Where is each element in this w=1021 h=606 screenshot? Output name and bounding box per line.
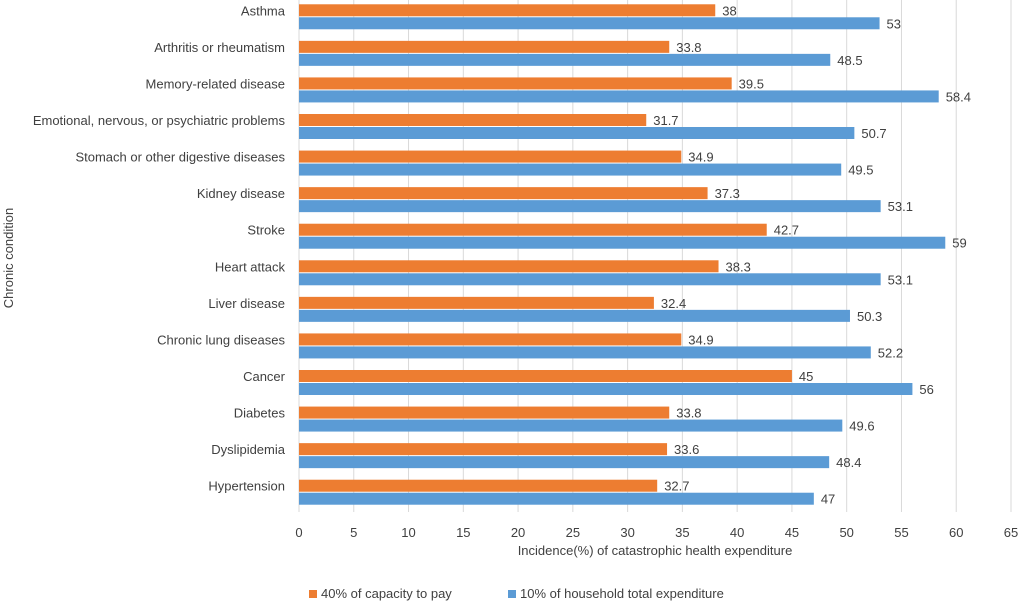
x-tick-label: 5 bbox=[350, 525, 357, 540]
data-label: 34.9 bbox=[688, 332, 713, 347]
x-tick-label: 50 bbox=[839, 525, 853, 540]
legend-label: 40% of capacity to pay bbox=[321, 586, 452, 601]
data-label: 50.3 bbox=[857, 309, 882, 324]
data-label: 58.4 bbox=[946, 89, 971, 104]
bar bbox=[299, 150, 682, 163]
data-label: 37.3 bbox=[715, 186, 740, 201]
category-labels: Asthma Arthritis or rheumatism Memory-rela… bbox=[33, 3, 286, 493]
bar bbox=[299, 260, 719, 273]
category-label: Hypertension bbox=[208, 479, 285, 494]
x-tick-label: 20 bbox=[511, 525, 525, 540]
bar bbox=[299, 236, 946, 249]
data-label: 59 bbox=[952, 236, 966, 251]
x-tick-label: 65 bbox=[1004, 525, 1018, 540]
data-label: 48.4 bbox=[836, 455, 861, 470]
category-label: Cancer bbox=[243, 369, 286, 384]
bar bbox=[299, 17, 880, 30]
data-label: 34.9 bbox=[688, 150, 713, 165]
bar bbox=[299, 163, 842, 176]
data-label: 48.5 bbox=[837, 53, 862, 68]
x-tick-label: 45 bbox=[785, 525, 799, 540]
x-tick-labels: 0 5 10 15 20 25 30 35 40 45 50 55 60 65 bbox=[295, 525, 1018, 540]
bar bbox=[299, 383, 913, 395]
bar bbox=[299, 492, 814, 505]
data-label: 39.5 bbox=[739, 76, 764, 91]
bar bbox=[299, 40, 670, 53]
bar bbox=[299, 127, 855, 139]
category-label: Liver disease bbox=[208, 296, 285, 311]
data-label: 33.6 bbox=[674, 442, 699, 457]
data-label: 32.4 bbox=[661, 296, 686, 311]
category-label: Kidney disease bbox=[197, 186, 285, 201]
y-axis-title: Chronic condition bbox=[1, 208, 16, 308]
bar bbox=[299, 370, 792, 382]
data-label: 53.1 bbox=[888, 272, 913, 287]
category-label: Diabetes bbox=[234, 406, 286, 421]
legend: 40% of capacity to pay 10% of household t… bbox=[309, 586, 724, 601]
gridlines bbox=[298, 0, 1012, 512]
data-label: 47 bbox=[821, 492, 835, 507]
bar bbox=[299, 223, 767, 236]
value-labels: 38 53 33.8 48.5 39.5 58.4 31.7 50.7 34.9 49.5 37.3… bbox=[653, 3, 971, 506]
legend-label: 10% of household total expenditure bbox=[520, 586, 724, 601]
category-label: Emotional, nervous, or psychiatric probl… bbox=[33, 113, 286, 128]
legend-swatch bbox=[309, 590, 317, 598]
x-tick-label: 35 bbox=[675, 525, 689, 540]
bar bbox=[299, 200, 881, 213]
category-label: Heart attack bbox=[215, 259, 286, 274]
bar bbox=[299, 346, 871, 359]
data-label: 53.1 bbox=[888, 199, 913, 214]
x-tick-label: 10 bbox=[401, 525, 415, 540]
bar bbox=[299, 443, 668, 456]
data-label: 53 bbox=[887, 16, 901, 31]
x-tick-label: 0 bbox=[295, 525, 302, 540]
x-tick-label: 40 bbox=[730, 525, 744, 540]
bar bbox=[299, 419, 843, 432]
data-label: 38 bbox=[722, 3, 736, 18]
data-label: 38.3 bbox=[726, 259, 751, 274]
category-label: Asthma bbox=[241, 3, 286, 18]
data-label: 33.8 bbox=[676, 406, 701, 421]
bar bbox=[299, 53, 831, 66]
category-label: Chronic lung diseases bbox=[157, 332, 285, 347]
data-label: 49.6 bbox=[849, 419, 874, 434]
bar bbox=[299, 333, 682, 346]
category-label: Dyslipidemia bbox=[211, 442, 285, 457]
x-tick-label: 60 bbox=[949, 525, 963, 540]
x-tick-label: 25 bbox=[566, 525, 580, 540]
category-label: Stroke bbox=[247, 223, 285, 238]
bar bbox=[299, 90, 939, 103]
bar bbox=[299, 4, 716, 17]
x-tick-label: 55 bbox=[894, 525, 908, 540]
bar bbox=[299, 114, 647, 126]
bar bbox=[299, 273, 881, 286]
bar bbox=[299, 456, 830, 469]
data-label: 56 bbox=[919, 382, 933, 397]
data-label: 33.8 bbox=[676, 40, 701, 55]
data-label: 45 bbox=[799, 369, 813, 384]
category-label: Arthritis or rheumatism bbox=[154, 40, 285, 55]
bar bbox=[299, 187, 708, 200]
x-tick-label: 15 bbox=[456, 525, 470, 540]
bars bbox=[299, 4, 946, 505]
x-axis-title: Incidence(%) of catastrophic health expe… bbox=[518, 543, 793, 558]
x-tick-label: 30 bbox=[620, 525, 634, 540]
data-label: 42.7 bbox=[774, 223, 799, 238]
data-label: 31.7 bbox=[653, 113, 678, 128]
bar bbox=[299, 296, 654, 309]
legend-swatch bbox=[508, 590, 516, 598]
bar bbox=[299, 479, 658, 492]
bar bbox=[299, 77, 732, 90]
category-label: Memory-related disease bbox=[146, 76, 285, 91]
data-label: 52.2 bbox=[878, 345, 903, 360]
bar bbox=[299, 406, 670, 419]
category-label: Stomach or other digestive diseases bbox=[75, 150, 285, 165]
data-label: 32.7 bbox=[664, 479, 689, 494]
data-label: 49.5 bbox=[848, 163, 873, 178]
bar bbox=[299, 309, 850, 322]
data-label: 50.7 bbox=[861, 126, 886, 141]
